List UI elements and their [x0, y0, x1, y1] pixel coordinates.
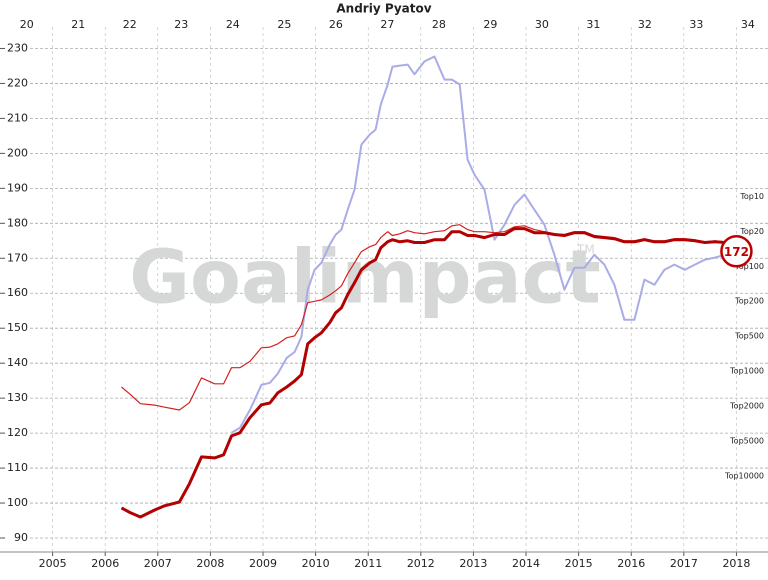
- x-tick-label: 2010: [302, 557, 330, 570]
- x2-tick-label: 23: [174, 18, 188, 31]
- x-tick-label: 2005: [39, 557, 67, 570]
- tier-label: Top2000: [729, 402, 764, 411]
- current-marker: [720, 235, 753, 268]
- tier-label: Top20: [739, 227, 764, 236]
- x-tick-label: 2009: [249, 557, 277, 570]
- series-line: [230, 55, 737, 434]
- x-tick-label: 2006: [91, 557, 119, 570]
- x2-tick-label: 28: [432, 18, 446, 31]
- x-tick-label: 2008: [196, 557, 224, 570]
- x2-tick-label: 21: [71, 18, 85, 31]
- x2-tick-label: 27: [380, 18, 394, 31]
- y-tick-label: 100: [7, 496, 28, 509]
- y-tick-label: 140: [7, 356, 28, 369]
- y-tick-label: 200: [7, 146, 28, 159]
- x2-tick-label: 26: [329, 18, 343, 31]
- y-tick-label: 90: [14, 531, 28, 544]
- tier-label: Top100: [734, 262, 764, 271]
- tier-label: Top200: [734, 297, 764, 306]
- y-tick-label: 120: [7, 426, 28, 439]
- tier-label: Top10: [739, 192, 764, 201]
- y-tick-label: 190: [7, 181, 28, 194]
- y-tick-label: 230: [7, 41, 28, 54]
- grid: [30, 27, 768, 552]
- y-tick-label: 150: [7, 321, 28, 334]
- x-tick-label: 2018: [722, 557, 750, 570]
- y-tick-label: 110: [7, 461, 28, 474]
- x-tick-label: 2015: [565, 557, 593, 570]
- tier-label: Top500: [734, 332, 764, 341]
- watermark: Goalimpact: [129, 235, 601, 321]
- y-tick-label: 130: [7, 391, 28, 404]
- y-tick-label: 160: [7, 286, 28, 299]
- watermark-mark: TM: [576, 243, 595, 257]
- series-line: [120, 227, 737, 519]
- y-tick-label: 220: [7, 76, 28, 89]
- x-tick-label: 2016: [617, 557, 645, 570]
- x2-tick-label: 24: [226, 18, 240, 31]
- x2-tick-label: 31: [586, 18, 600, 31]
- x-tick-label: 2017: [670, 557, 698, 570]
- x2-tick-label: 20: [20, 18, 34, 31]
- x-tick-label: 2011: [354, 557, 382, 570]
- x2-tick-label: 33: [689, 18, 703, 31]
- x-tick-label: 2013: [459, 557, 487, 570]
- y-tick-label: 210: [7, 111, 28, 124]
- watermark-group: Goalimpact TM: [129, 235, 601, 321]
- current-label: 172: [724, 245, 749, 259]
- chart-title: Andriy Pyatov: [336, 2, 431, 16]
- tier-label: Top10000: [724, 472, 764, 481]
- y-tick-label: 170: [7, 251, 28, 264]
- x2-tick-label: 30: [535, 18, 549, 31]
- y-tick-label: 180: [7, 216, 28, 229]
- x2-tick-label: 32: [638, 18, 652, 31]
- x2-tick-label: 22: [123, 18, 137, 31]
- x2-tick-label: 29: [483, 18, 497, 31]
- x2-tick-label: 25: [277, 18, 291, 31]
- tier-label: Top5000: [729, 437, 764, 446]
- x-tick-label: 2014: [512, 557, 540, 570]
- x2-tick-label: 34: [741, 18, 755, 31]
- tier-label: Top1000: [729, 367, 764, 376]
- x-tick-label: 2007: [144, 557, 172, 570]
- x-tick-label: 2012: [407, 557, 435, 570]
